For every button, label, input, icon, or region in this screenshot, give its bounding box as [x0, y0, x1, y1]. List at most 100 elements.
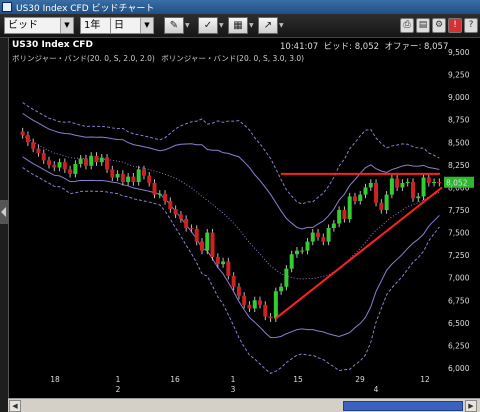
offer-value: 8,057 [424, 42, 449, 52]
candle-body [236, 286, 241, 296]
candle-body [73, 163, 78, 174]
indicator-button[interactable]: ▦ [228, 17, 248, 34]
candle-body [57, 162, 62, 168]
candle-body [126, 176, 131, 183]
candle-body [173, 209, 178, 215]
candle-body [374, 182, 379, 203]
draw-line-button[interactable]: ✎ [164, 17, 184, 34]
bb-middle [22, 134, 440, 280]
price-type-select[interactable]: ビッド ▼ [4, 17, 74, 34]
print-icon[interactable]: ⎙ [400, 18, 414, 33]
candle-body [89, 155, 94, 166]
candle-body [83, 158, 88, 166]
legend-bb3[interactable]: ボリンジャー・バンド(20. 0, S, 3.0, 3.0) [161, 54, 305, 63]
candle-body [432, 182, 437, 184]
x-tick-day: 1 [116, 375, 121, 384]
toolbar: ビッド ▼ 1年 ▼ 日 ▼ ✎ ▼ ✓ ▼ ▦ ▼ ↗ ▼ ⎙ ▤ ⚙ ! ? [0, 14, 480, 38]
candle-body [268, 316, 273, 319]
candle-body [20, 131, 25, 136]
candle-body [395, 178, 400, 188]
offer-label: オファー [384, 42, 419, 52]
candle-body [47, 160, 52, 165]
candle-body [337, 210, 342, 224]
candle-body [231, 275, 236, 287]
candle-body [168, 200, 173, 210]
candle-body [316, 232, 321, 238]
candle-body [305, 241, 310, 251]
legend-bb2[interactable]: ボリンジャー・バンド(20. 0, S, 2.0, 2.0) [12, 54, 155, 63]
candle-body [215, 256, 220, 265]
scroll-left-icon[interactable]: ◀ [9, 400, 21, 412]
chevron-down-icon[interactable]: ▼ [185, 22, 190, 29]
candle-body [400, 182, 405, 188]
candle-body [184, 219, 189, 229]
period-value: 1年 [84, 20, 101, 31]
draw-shape-button[interactable]: ✓ [198, 17, 218, 34]
candle-body [131, 176, 136, 183]
y-tick-label: 8,250 [448, 161, 470, 170]
x-tick-month: 3 [231, 385, 236, 394]
chevron-down-icon[interactable]: ▼ [219, 22, 224, 29]
candle-body [152, 182, 157, 195]
current-price-tag [444, 176, 474, 188]
settings-icon[interactable]: ⚙ [432, 18, 446, 33]
chevron-down-icon[interactable]: ▼ [249, 22, 254, 29]
candle-body [147, 175, 152, 183]
candle-body [178, 214, 183, 220]
y-tick-label: 9,000 [448, 93, 470, 102]
save-icon[interactable]: ▤ [416, 18, 430, 33]
chart-panel [8, 38, 480, 398]
chart-settings-button[interactable]: ↗ [258, 17, 278, 34]
bb-upper-2sd [22, 112, 440, 230]
candle-body [242, 295, 247, 305]
candle-body [321, 237, 326, 242]
x-tick-month: 4 [374, 385, 379, 394]
x-tick-day: 15 [293, 375, 303, 384]
interval-value: 日 [114, 20, 124, 31]
horizontal-scrollbar[interactable]: ◀ ▶ [8, 398, 480, 412]
candle-body [205, 232, 210, 251]
candle-body [289, 254, 294, 269]
candle-body [416, 196, 421, 199]
y-tick-label: 8,500 [448, 138, 470, 147]
candle-body [36, 148, 41, 154]
y-tick-label: 9,250 [448, 71, 470, 80]
quote-time: 10:41:07 [280, 42, 319, 52]
scroll-right-icon[interactable]: ▶ [465, 400, 477, 412]
candle-body [300, 250, 305, 252]
help-icon[interactable]: ? [464, 18, 478, 33]
scrollbar-thumb[interactable] [343, 401, 463, 411]
quote-readout: 10:41:07 ビッド: 8,052 オファー: 8,057 [280, 42, 449, 52]
candle-body [294, 250, 299, 255]
alert-icon[interactable]: ! [448, 18, 462, 33]
window-title: US30 Index CFD ビッドチャート [16, 4, 155, 14]
y-tick-label: 8,750 [448, 116, 470, 125]
candle-body [99, 157, 104, 163]
candle-body [189, 228, 194, 230]
candle-body [273, 291, 278, 319]
chevron-down-icon[interactable]: ▼ [140, 18, 153, 33]
candle-body [363, 187, 368, 195]
candle-body [157, 193, 162, 195]
candle-body [421, 177, 426, 197]
x-tick-day: 1 [231, 375, 236, 384]
candle-body [94, 155, 99, 163]
candle-body [194, 228, 199, 242]
candle-body [110, 169, 115, 178]
bid-label: ビッド [323, 42, 350, 52]
candle-body [410, 182, 415, 199]
candle-body [331, 223, 336, 229]
y-tick-label: 7,250 [448, 251, 470, 260]
price-type-value: ビッド [8, 20, 38, 31]
y-tick-label: 9,500 [448, 48, 470, 57]
candle-body [68, 169, 73, 174]
x-tick-day: 12 [420, 375, 430, 384]
panel-collapse-handle[interactable] [0, 200, 8, 224]
candle-body [31, 142, 36, 149]
candle-body [199, 241, 204, 251]
interval-select[interactable]: 日 ▼ [110, 17, 154, 34]
chevron-down-icon[interactable]: ▼ [60, 18, 73, 33]
chevron-down-icon[interactable]: ▼ [279, 22, 284, 29]
candle-body [389, 178, 394, 195]
